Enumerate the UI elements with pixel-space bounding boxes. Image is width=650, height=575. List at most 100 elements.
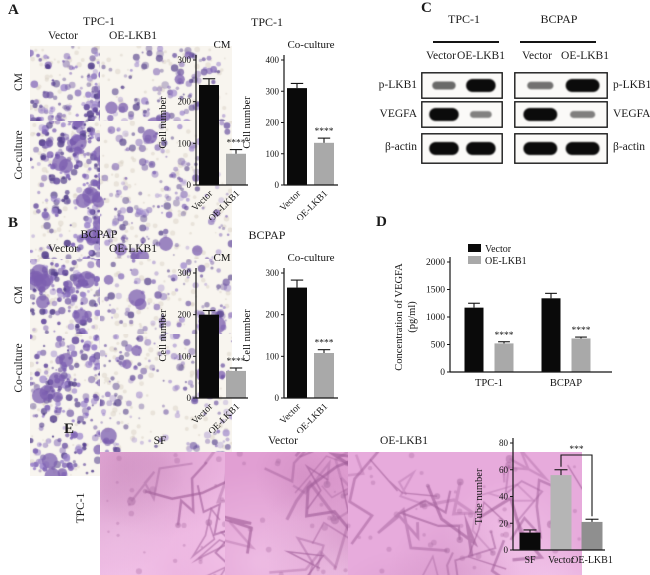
blot-tpc1-vegfa	[421, 101, 503, 128]
svg-text:Co-culture: Co-culture	[287, 39, 334, 51]
svg-text:Tube number: Tube number	[474, 468, 485, 524]
svg-text:Vector: Vector	[191, 188, 216, 213]
panel-c-group2-title: BCPAP	[540, 12, 578, 26]
panel-c-group2-rule	[520, 41, 596, 43]
svg-text:0: 0	[275, 180, 280, 190]
svg-text:****: ****	[495, 331, 514, 341]
panel-d-label: D	[376, 214, 387, 230]
blot-tpc1-plkb1	[421, 72, 503, 99]
chart-b-coculture: Vector****OE-LKB10100200300Co-cultureCel…	[242, 252, 338, 433]
blot-bcpap-bactin	[514, 133, 608, 164]
svg-text:Concentration of VEGFA: Concentration of VEGFA	[394, 263, 405, 371]
svg-text:Co-culture: Co-culture	[287, 252, 334, 264]
svg-text:100: 100	[178, 138, 192, 148]
panel-c-left-row-vegfa: VEGFA	[379, 108, 417, 120]
svg-text:40: 40	[499, 492, 509, 502]
svg-text:60: 60	[499, 465, 509, 475]
svg-text:200: 200	[266, 118, 280, 128]
svg-text:BCPAP: BCPAP	[550, 378, 582, 389]
svg-text:0: 0	[187, 180, 192, 190]
svg-text:OE-LKB1: OE-LKB1	[485, 256, 527, 267]
svg-text:Vector: Vector	[548, 555, 575, 566]
svg-text:Vector: Vector	[279, 401, 304, 426]
svg-text:1500: 1500	[426, 286, 445, 296]
svg-text:Vector: Vector	[485, 244, 512, 255]
svg-text:1000: 1000	[426, 313, 445, 323]
panel-c-g1-lane-oelkb1: OE-LKB1	[457, 50, 505, 62]
panel-c-label: C	[421, 0, 432, 16]
svg-text:300: 300	[178, 268, 192, 278]
micrograph-e-oelkb1	[348, 452, 582, 575]
svg-text:500: 500	[431, 341, 446, 351]
svg-text:Cell number: Cell number	[242, 96, 253, 149]
panel-e-row-tpc1: TPC-1	[75, 492, 87, 524]
panel-e-col-vector: Vector	[267, 435, 298, 447]
svg-text:100: 100	[266, 351, 280, 361]
panel-b-charts-title: BCPAP	[248, 228, 286, 242]
blot-bcpap-plkb1	[514, 72, 608, 99]
panel-a-col-oelkb1: OE-LKB1	[109, 30, 157, 42]
panel-c-g2-lane-oelkb1: OE-LKB1	[561, 50, 609, 62]
svg-text:200: 200	[178, 97, 192, 107]
svg-text:2000: 2000	[426, 258, 445, 268]
svg-text:CM: CM	[213, 39, 230, 51]
panel-c-left-row-plkb1: p-LKB1	[378, 79, 417, 91]
blot-bcpap-vegfa	[514, 101, 608, 128]
svg-text:200: 200	[266, 310, 280, 320]
panel-b-row-cm: CM	[13, 286, 25, 304]
panel-a-row-coculture: Co-culture	[13, 130, 25, 180]
panel-c-group1-title: TPC-1	[447, 12, 480, 26]
panel-a-col-vector: Vector	[47, 30, 78, 42]
svg-text:****: ****	[227, 357, 246, 367]
panel-c-g1-lane-vector: Vector	[425, 50, 456, 62]
svg-text:200: 200	[178, 310, 192, 320]
svg-text:300: 300	[178, 55, 192, 65]
panel-c-right-row-plkb1: p-LKB1	[613, 79, 650, 91]
panel-b-row-coculture: Co-culture	[13, 343, 25, 393]
svg-text:****: ****	[227, 139, 246, 149]
svg-text:****: ****	[572, 326, 591, 336]
panel-c-group1-rule	[433, 41, 499, 43]
panel-e-col-sf: SF	[153, 435, 167, 447]
svg-text:400: 400	[266, 55, 280, 65]
svg-text:300: 300	[266, 86, 280, 96]
svg-text:Cell number: Cell number	[158, 96, 169, 149]
svg-text:Cell number: Cell number	[242, 309, 253, 362]
svg-text:20: 20	[499, 518, 509, 528]
svg-text:(pg/ml): (pg/ml)	[407, 301, 418, 333]
panel-c-right-row-vegfa: VEGFA	[613, 108, 650, 120]
svg-text:****: ****	[315, 339, 334, 349]
panel-c-right-row-bactin: β-actin	[613, 141, 646, 153]
svg-text:300: 300	[266, 268, 280, 278]
panel-c-left-row-bactin: β-actin	[384, 141, 417, 153]
panel-b-col-oelkb1: OE-LKB1	[109, 243, 157, 255]
panel-a-label: A	[8, 2, 19, 18]
chart-a-coculture: Vector****OE-LKB10100200300400Co-culture…	[242, 39, 338, 220]
svg-text:OE-LKB1: OE-LKB1	[571, 555, 613, 566]
svg-text:100: 100	[266, 149, 280, 159]
svg-text:****: ****	[315, 127, 334, 137]
svg-text:CM: CM	[213, 252, 230, 264]
svg-text:***: ***	[569, 445, 584, 455]
panel-a-charts-title: TPC-1	[250, 15, 283, 29]
svg-text:SF: SF	[524, 555, 536, 566]
svg-text:Vector: Vector	[191, 401, 216, 426]
panel-e-label: E	[64, 421, 75, 437]
svg-text:0: 0	[187, 393, 192, 403]
panel-e-col-oelkb1: OE-LKB1	[380, 435, 428, 447]
panel-a-image-title: TPC-1	[82, 14, 115, 28]
svg-text:0: 0	[440, 368, 445, 378]
svg-text:0: 0	[275, 393, 280, 403]
panel-c-g2-lane-vector: Vector	[521, 50, 552, 62]
svg-text:100: 100	[178, 351, 192, 361]
svg-text:80: 80	[499, 438, 509, 448]
svg-text:TPC-1: TPC-1	[475, 378, 503, 389]
panel-b-label: B	[8, 215, 19, 231]
panel-b-image-title: BCPAP	[80, 227, 118, 241]
blot-tpc1-bactin	[421, 133, 503, 164]
